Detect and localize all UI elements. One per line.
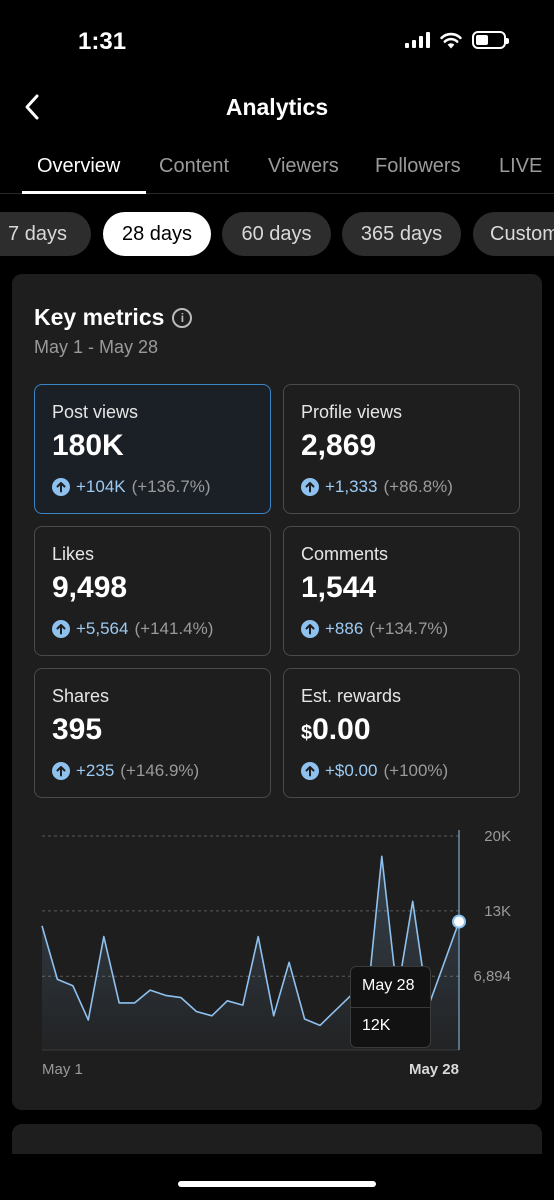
battery-icon bbox=[472, 31, 509, 49]
change-absolute: +886 bbox=[325, 619, 364, 638]
rewards-amount: 0.00 bbox=[312, 713, 371, 746]
arrow-up-icon bbox=[52, 762, 70, 780]
tab-overview[interactable]: Overview bbox=[37, 155, 121, 177]
key-metrics-card: Key metrics i May 1 - May 28 Post views … bbox=[12, 274, 542, 1110]
metric-label: Likes bbox=[52, 544, 95, 564]
change-absolute: +1,333 bbox=[325, 477, 378, 496]
change-percent: (+134.7%) bbox=[369, 619, 449, 638]
x-tick-label-start: May 1 bbox=[42, 1061, 83, 1078]
metric-value: 180K bbox=[52, 429, 124, 462]
metric-shares[interactable]: Shares 395 +235 (+146.9%) bbox=[34, 668, 271, 798]
page-title: Analytics bbox=[225, 94, 329, 120]
status-icons bbox=[405, 31, 509, 49]
wifi-icon bbox=[440, 32, 462, 48]
arrow-up-icon bbox=[52, 478, 70, 496]
currency-symbol: $ bbox=[301, 722, 313, 744]
y-tick-label: 13K bbox=[484, 903, 511, 920]
metric-change: +104K (+136.7%) bbox=[52, 477, 211, 497]
metric-label: Profile views bbox=[301, 402, 403, 422]
tab-live[interactable]: LIVE bbox=[499, 155, 543, 177]
tab-bar: Overview Content Viewers Followers LIVE bbox=[0, 150, 554, 194]
date-range-selector: 7 days 28 days 60 days 365 days Custom bbox=[0, 212, 554, 258]
metric-label: Comments bbox=[301, 544, 389, 564]
date-range-label: May 1 - May 28 bbox=[34, 337, 159, 357]
metric-value: $0.00 bbox=[301, 713, 371, 747]
range-custom[interactable]: Custom bbox=[473, 212, 554, 256]
metric-label: Shares bbox=[52, 686, 110, 706]
chevron-left-icon[interactable] bbox=[18, 92, 48, 122]
range-60-days[interactable]: 60 days bbox=[222, 212, 331, 256]
change-percent: (+86.8%) bbox=[383, 477, 453, 496]
range-365-days[interactable]: 365 days bbox=[342, 212, 461, 256]
metric-change: +886 (+134.7%) bbox=[301, 619, 448, 639]
highlight-point bbox=[452, 914, 466, 929]
tooltip-date: May 28 bbox=[362, 977, 415, 994]
change-percent: (+136.7%) bbox=[131, 477, 211, 496]
arrow-up-icon bbox=[301, 762, 319, 780]
metric-label: Post views bbox=[52, 402, 139, 422]
metric-label: Est. rewards bbox=[301, 686, 402, 706]
next-card bbox=[12, 1124, 542, 1154]
metric-value: 2,869 bbox=[301, 429, 377, 462]
header: Analytics bbox=[0, 84, 554, 132]
range-28-days[interactable]: 28 days bbox=[103, 212, 211, 256]
change-percent: (+146.9%) bbox=[120, 761, 200, 780]
change-absolute: +104K bbox=[76, 477, 126, 496]
metric-value: 395 bbox=[52, 713, 103, 746]
key-metrics-title: Key metrics bbox=[34, 304, 165, 330]
metric-change: +$0.00 (+100%) bbox=[301, 761, 448, 781]
change-absolute: +235 bbox=[76, 761, 115, 780]
y-tick-label: 6,894 bbox=[473, 968, 511, 985]
metric-profile-views[interactable]: Profile views 2,869 +1,333 (+86.8%) bbox=[283, 384, 520, 514]
chart-tooltip: May 28 12K bbox=[350, 966, 431, 1048]
signal-icon bbox=[405, 32, 430, 48]
x-tick-label-end: May 28 bbox=[409, 1061, 459, 1078]
metric-change: +235 (+146.9%) bbox=[52, 761, 199, 781]
key-metrics-heading: Key metrics i bbox=[34, 304, 193, 331]
range-7-days[interactable]: 7 days bbox=[0, 212, 91, 256]
metric-value: 9,498 bbox=[52, 571, 128, 604]
arrow-up-icon bbox=[301, 620, 319, 638]
metric-est-rewards[interactable]: Est. rewards $0.00 +$0.00 (+100%) bbox=[283, 668, 520, 798]
tooltip-value: 12K bbox=[362, 1017, 391, 1034]
tooltip-divider bbox=[351, 1007, 430, 1008]
metric-change: +5,564 (+141.4%) bbox=[52, 619, 213, 639]
change-absolute: +$0.00 bbox=[325, 761, 378, 780]
home-indicator bbox=[178, 1181, 376, 1187]
arrow-up-icon bbox=[301, 478, 319, 496]
metric-likes[interactable]: Likes 9,498 +5,564 (+141.4%) bbox=[34, 526, 271, 656]
tab-followers[interactable]: Followers bbox=[375, 155, 461, 177]
arrow-up-icon bbox=[52, 620, 70, 638]
tab-viewers[interactable]: Viewers bbox=[268, 155, 339, 177]
y-tick-label: 20K bbox=[484, 828, 511, 845]
change-absolute: +5,564 bbox=[76, 619, 129, 638]
tab-content[interactable]: Content bbox=[159, 155, 230, 177]
change-percent: (+100%) bbox=[383, 761, 449, 780]
status-bar: 1:31 bbox=[0, 0, 554, 84]
status-time: 1:31 bbox=[78, 28, 127, 55]
change-percent: (+141.4%) bbox=[134, 619, 214, 638]
metric-post-views[interactable]: Post views 180K +104K (+136.7%) bbox=[34, 384, 271, 514]
info-icon[interactable]: i bbox=[172, 307, 193, 328]
metric-change: +1,333 (+86.8%) bbox=[301, 477, 453, 497]
metric-comments[interactable]: Comments 1,544 +886 (+134.7%) bbox=[283, 526, 520, 656]
metric-value: 1,544 bbox=[301, 571, 377, 604]
active-tab-indicator bbox=[22, 191, 146, 194]
